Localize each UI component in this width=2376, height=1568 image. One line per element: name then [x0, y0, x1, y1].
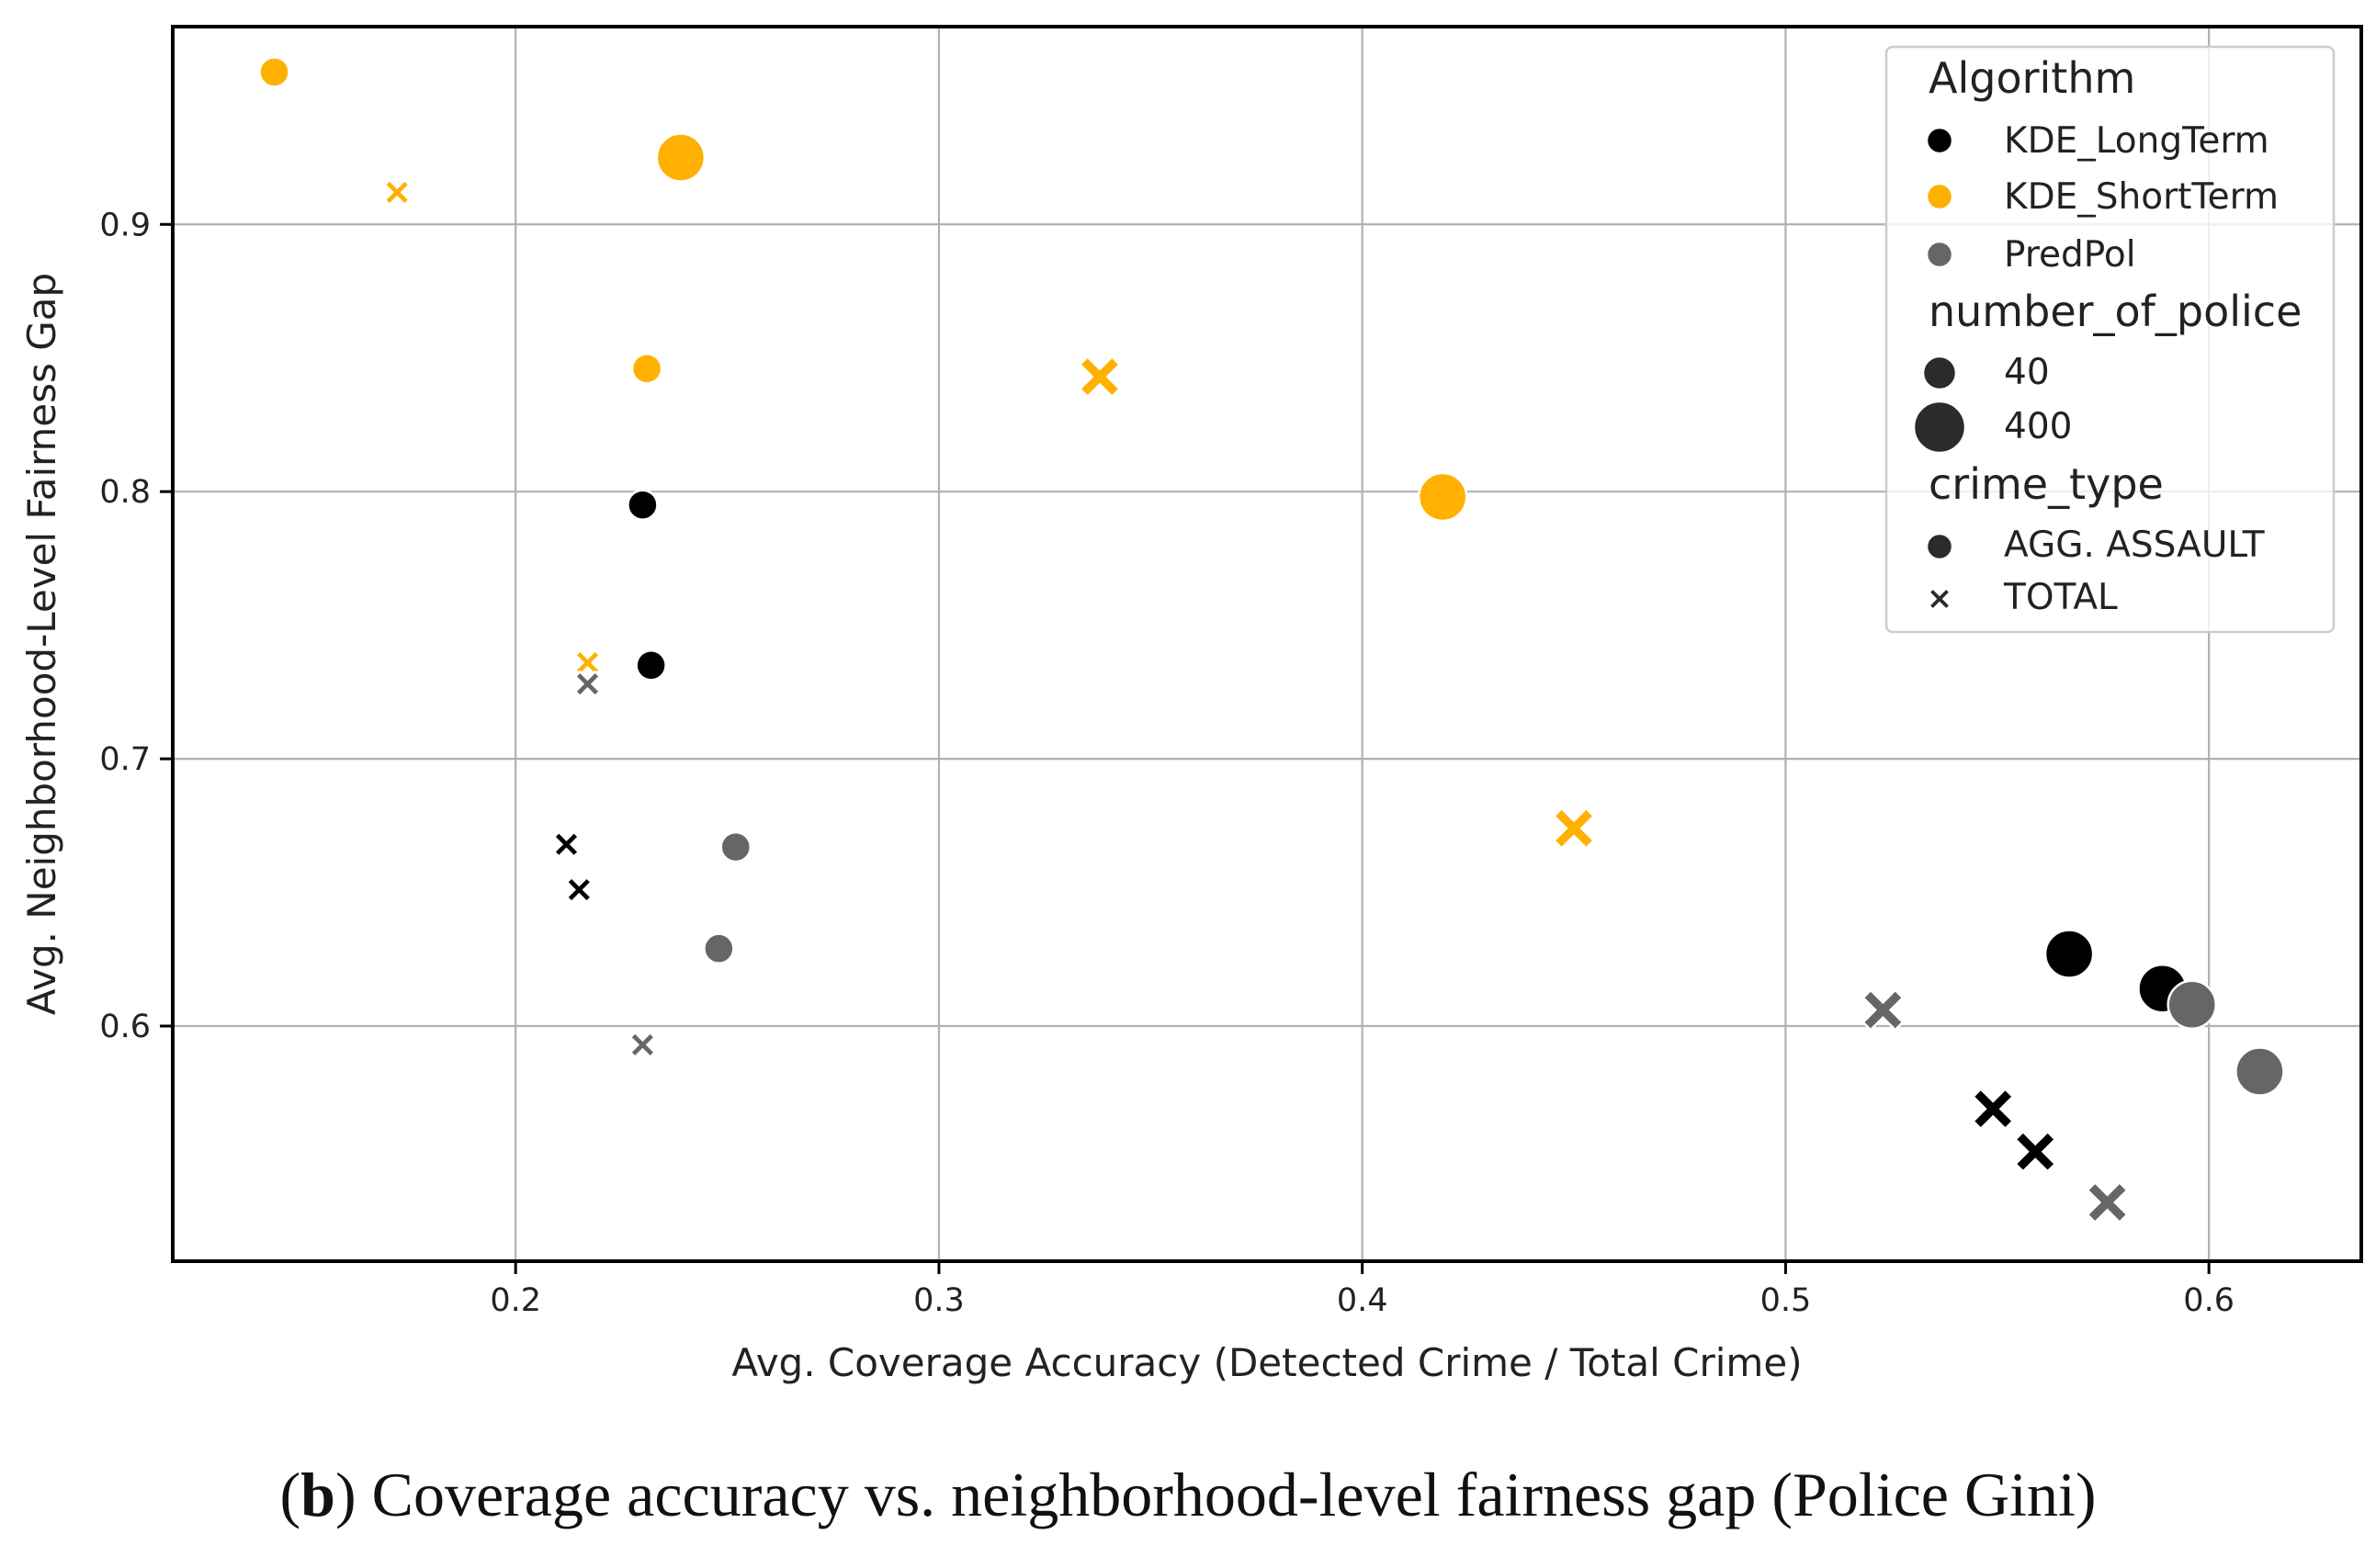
legend-marker-kde-shortterm: [1925, 182, 1954, 211]
data-point-kde-shortterm: [258, 56, 290, 88]
caption-open: (: [279, 1460, 301, 1529]
legend-marker-agg-assault: [1925, 532, 1954, 561]
legend-title-crime-type: crime_type: [1929, 459, 2164, 509]
legend-label-40: 40: [2004, 352, 2050, 393]
data-point-kde-shortterm: [383, 178, 412, 207]
x-tick-label: 0.6: [2183, 1282, 2235, 1319]
data-point-kde-shortterm: [1552, 807, 1596, 851]
data-point-predpol: [628, 1031, 657, 1059]
legend-label-predpol: PredPol: [2004, 234, 2136, 276]
legend-label-total: TOTAL: [2003, 577, 2118, 618]
legend-title-number-of-police: number_of_police: [1929, 287, 2302, 336]
axis-ticks: 0.2 0.3 0.4 0.5 0.6 0.6 0.7 0.8 0.9: [99, 207, 2235, 1319]
y-axis-label: Avg. Neighborhood-Level Fairness Gap: [19, 273, 64, 1015]
legend-label-kde-shortterm: KDE_ShortTerm: [2004, 176, 2279, 218]
data-point-kde-longterm: [635, 649, 667, 682]
y-tick-label: 0.7: [99, 741, 151, 778]
data-point-kde-shortterm: [1078, 355, 1122, 399]
data-point-predpol: [2086, 1180, 2129, 1224]
legend-marker-size-40: [1921, 355, 1958, 391]
data-point-predpol: [2235, 1046, 2285, 1097]
legend-label-400: 400: [2004, 406, 2072, 447]
legend-markers: [1912, 126, 1967, 612]
data-point-predpol: [573, 670, 602, 698]
legend-marker-predpol: [1925, 240, 1954, 269]
data-point-predpol: [1861, 988, 1905, 1032]
caption-text: ) Coverage accuracy vs. neighborhood-lev…: [334, 1460, 2097, 1529]
data-points: [258, 56, 2285, 1224]
legend: Algorithm KDE_LongTerm KDE_ShortTerm Pre…: [1884, 45, 2336, 634]
y-tick-label: 0.9: [99, 207, 151, 243]
data-point-kde-longterm: [552, 830, 581, 859]
x-tick-label: 0.5: [1760, 1282, 1812, 1319]
data-point-kde-longterm: [627, 489, 659, 521]
legend-marker-kde-longterm: [1925, 126, 1954, 155]
legend-label-agg-assault: AGG. ASSAULT: [2004, 525, 2265, 566]
data-point-kde-longterm: [565, 875, 594, 904]
data-point-predpol: [703, 932, 735, 964]
scatter-chart: 0.2 0.3 0.4 0.5 0.6 0.6 0.7 0.8 0.9 Avg. Coverag…: [19, 25, 2363, 1385]
data-point-kde-shortterm: [630, 353, 663, 385]
x-axis-label: Avg. Coverage Accuracy (Detected Crime /…: [731, 1340, 1802, 1385]
figure-caption: (b) Coverage accuracy vs. neighborhood-l…: [0, 1459, 2376, 1531]
legend-label-kde-longterm: KDE_LongTerm: [2004, 120, 2269, 162]
legend-box: [1884, 45, 2336, 634]
data-point-kde-shortterm: [1417, 471, 1468, 523]
data-point-kde-longterm: [1971, 1087, 2015, 1131]
data-point-kde-shortterm: [655, 132, 707, 183]
plot-frame: [171, 25, 2363, 1263]
data-point-predpol: [2167, 979, 2217, 1030]
data-point-kde-shortterm: [573, 649, 602, 677]
legend-marker-size-400: [1912, 400, 1967, 455]
data-point-kde-longterm: [2043, 929, 2095, 979]
data-point-predpol: [719, 830, 752, 863]
x-tick-label: 0.3: [913, 1282, 965, 1319]
caption-letter: b: [300, 1460, 335, 1529]
data-point-kde-longterm: [2013, 1130, 2057, 1174]
legend-title-algorithm: Algorithm: [1929, 53, 2135, 103]
y-tick-label: 0.8: [99, 474, 151, 511]
legend-marker-total: [1927, 586, 1952, 612]
x-tick-label: 0.4: [1337, 1282, 1388, 1319]
y-tick-label: 0.6: [99, 1009, 151, 1045]
x-tick-label: 0.2: [490, 1282, 541, 1319]
